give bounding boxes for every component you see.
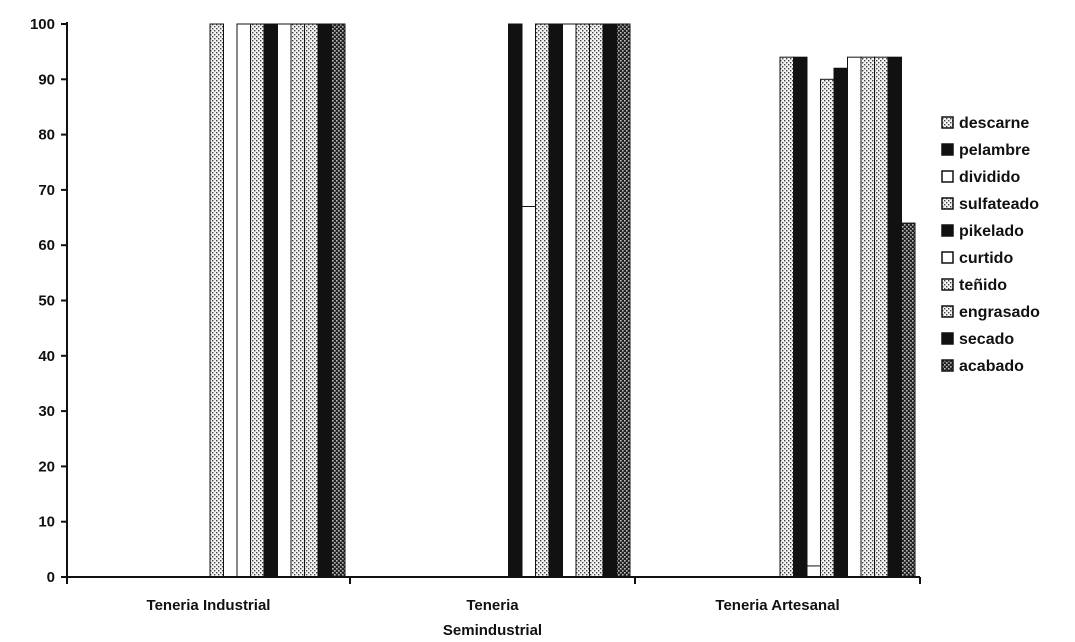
category-label: Teneria Semindustrial	[443, 597, 542, 639]
legend-label: pikelado	[959, 223, 1024, 240]
legend-label: descarne	[959, 115, 1029, 132]
bar-secado-2	[887, 56, 902, 578]
bar-dividido-0	[236, 23, 251, 578]
legend-label: acabado	[959, 358, 1024, 375]
bar-engrasado-2	[874, 56, 889, 578]
legend-swatch	[941, 332, 954, 345]
bar-secado-0	[317, 23, 332, 578]
legend-label: engrasado	[959, 304, 1040, 321]
legend-swatch	[941, 224, 954, 237]
bar-group-1	[508, 23, 631, 578]
legend-swatch	[941, 305, 954, 318]
bar-pikelado-1	[548, 23, 563, 578]
legend-swatch	[941, 116, 954, 129]
legend-swatch	[941, 359, 954, 372]
bar-teido-1	[575, 23, 590, 578]
y-tick-label: 10	[38, 514, 55, 531]
legend: descarne pelambre dividido sulfateado pikela…	[941, 115, 1040, 375]
legend-item: pelambre	[941, 142, 1030, 159]
y-tick-label: 40	[38, 348, 55, 365]
legend-item: descarne	[941, 115, 1029, 132]
bar-secado-1	[602, 23, 617, 578]
legend-label: teñido	[959, 277, 1007, 294]
bar-sulfateado-0	[250, 23, 265, 578]
bars-layer	[209, 23, 916, 578]
legend-item: secado	[941, 331, 1014, 348]
bar-group-2	[779, 56, 916, 578]
legend-swatch	[941, 278, 954, 291]
bar-teido-2	[860, 56, 875, 578]
legend-swatch	[941, 251, 954, 264]
bar-dividido-1	[521, 205, 536, 578]
bar-pikelado-0	[263, 23, 278, 578]
legend-item: curtido	[941, 250, 1013, 267]
bar-pelambre-1	[508, 23, 523, 578]
y-tick-label: 90	[38, 71, 55, 88]
y-tick-label: 100	[30, 16, 55, 33]
legend-swatch	[941, 143, 954, 156]
category-label: Teneria Industrial	[147, 597, 271, 614]
legend-label: dividido	[959, 169, 1021, 186]
legend-item: acabado	[941, 358, 1024, 375]
bar-descarne-0	[209, 23, 224, 578]
y-tick-label: 60	[38, 237, 55, 254]
y-tick-label: 30	[38, 403, 55, 420]
x-axis-categories: Teneria Industrial Teneria Semindustrial Te…	[66, 577, 921, 639]
y-tick-label: 0	[47, 569, 55, 586]
bar-dividido-2	[806, 565, 821, 578]
bar-acabado-0	[331, 23, 346, 578]
bar-descarne-2	[779, 56, 794, 578]
bar-pikelado-2	[833, 67, 848, 578]
legend-label: curtido	[959, 250, 1013, 267]
bar-curtido-2	[847, 56, 862, 578]
bar-sulfateado-1	[535, 23, 550, 578]
y-tick-label: 20	[38, 458, 55, 475]
bar-teido-0	[290, 23, 305, 578]
category-label: Teneria Artesanal	[715, 597, 839, 614]
legend-label: sulfateado	[959, 196, 1039, 213]
legend-item: teñido	[941, 277, 1007, 294]
bar-pelambre-2	[793, 56, 808, 578]
bar-acabado-2	[901, 222, 916, 578]
bar-sulfateado-2	[820, 78, 835, 578]
bar-engrasado-1	[589, 23, 604, 578]
y-axis-ticks: 0 10 20 30 40 50 60 70 80 90 100	[30, 16, 67, 586]
legend-item: sulfateado	[941, 196, 1039, 213]
legend-swatch	[941, 170, 954, 183]
y-tick-label: 70	[38, 182, 55, 199]
legend-label: secado	[959, 331, 1014, 348]
bar-engrasado-0	[304, 23, 319, 578]
y-tick-label: 80	[38, 127, 55, 144]
legend-item: pikelado	[941, 223, 1024, 240]
bar-curtido-0	[277, 23, 292, 578]
bar-curtido-1	[562, 23, 577, 578]
legend-swatch	[941, 197, 954, 210]
legend-item: dividido	[941, 169, 1021, 186]
y-tick-label: 50	[38, 293, 55, 310]
legend-label: pelambre	[959, 142, 1030, 159]
bar-acabado-1	[616, 23, 631, 578]
bar-group-0	[209, 23, 346, 578]
legend-item: engrasado	[941, 304, 1040, 321]
